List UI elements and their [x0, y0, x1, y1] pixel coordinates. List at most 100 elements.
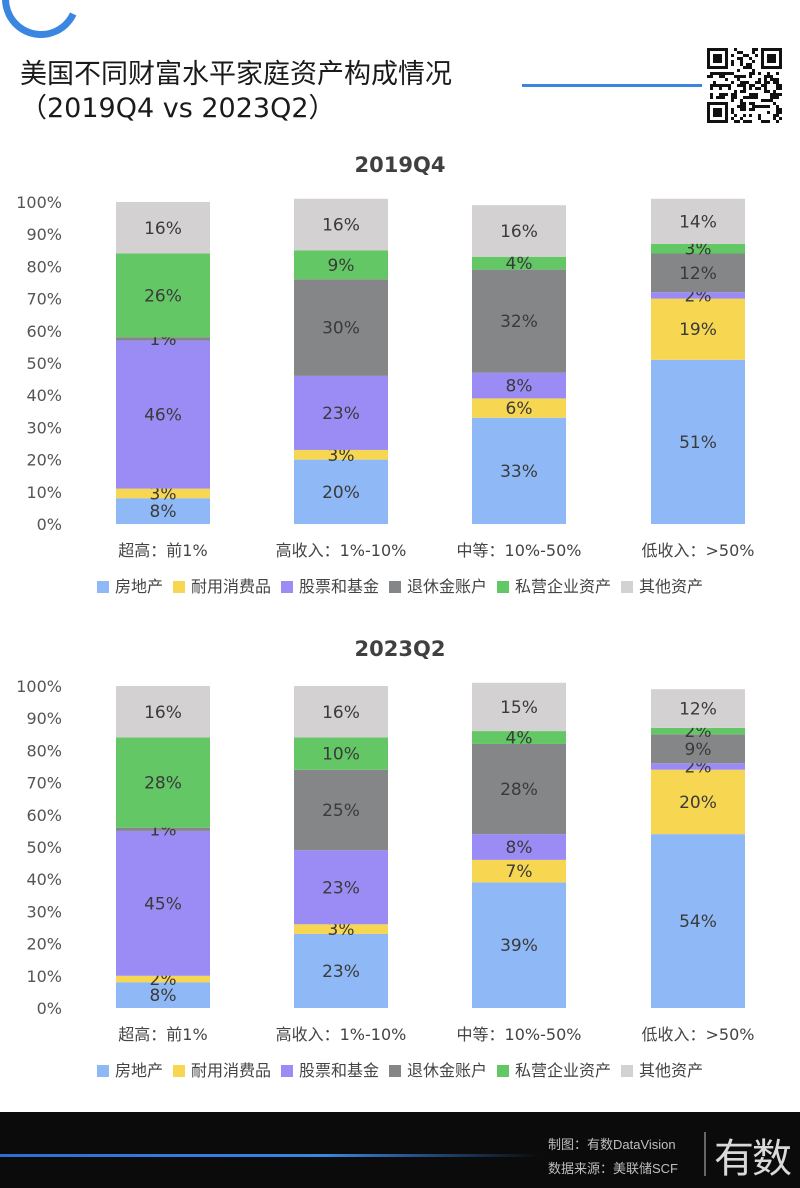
- qr-code[interactable]: [704, 40, 786, 134]
- bar-segment: [472, 731, 566, 744]
- y-tick-label: 10%: [26, 967, 62, 986]
- bar-segment: [294, 924, 388, 934]
- page-title: 美国不同财富水平家庭资产构成情况 （2019Q4 vs 2023Q2）: [20, 58, 452, 126]
- legend-swatch: [172, 581, 185, 593]
- x-category-label: 中等：10%-50%: [457, 541, 582, 560]
- chart-2023q2: 2023Q2 0% 10% 20% 30% 40% 50% 60% 70% 80% 90% 100% 8…: [16, 637, 755, 1080]
- title-line-1: 美国不同财富水平家庭资产构成情况: [20, 59, 452, 90]
- bar-segment: [472, 417, 566, 524]
- legend-label: 房地产: [115, 1061, 163, 1080]
- data-label: 30%: [322, 319, 360, 339]
- bar-segment: [294, 375, 388, 450]
- data-label: 3%: [328, 920, 355, 940]
- bar-segment: [472, 398, 566, 418]
- bar-segment: [294, 850, 388, 925]
- y-tick-label: 0%: [37, 515, 62, 534]
- legend-swatch: [389, 1065, 401, 1077]
- data-label: 32%: [500, 312, 538, 332]
- y-tick-label: 60%: [26, 806, 62, 825]
- data-label: 9%: [328, 256, 355, 276]
- bar-segment: [294, 250, 388, 280]
- title-line-2: （2019Q4 vs 2023Q2）: [20, 93, 336, 124]
- bar-segment: [116, 498, 210, 524]
- bar-segment: [472, 834, 566, 860]
- data-label: 4%: [506, 729, 533, 749]
- data-label: 10%: [322, 745, 360, 765]
- x-category-label: 低收入：>50%: [642, 1025, 755, 1044]
- legend-item: 耐用消费品: [172, 577, 271, 596]
- bar-segment: [116, 827, 210, 831]
- legend-item: 房地产: [96, 1061, 163, 1080]
- bar-segment: [472, 682, 566, 732]
- legend-item: 其他资产: [621, 1061, 703, 1080]
- chart-title: 2023Q2: [355, 637, 446, 661]
- data-label: 23%: [322, 878, 360, 898]
- legend-swatch: [280, 581, 293, 593]
- x-category-label: 超高：前1%: [118, 541, 207, 560]
- data-label: 46%: [144, 406, 182, 426]
- bar-segment: [651, 253, 745, 293]
- x-category-label: 高收入：1%-10%: [276, 1025, 407, 1044]
- data-label: 3%: [150, 484, 177, 504]
- data-label: 7%: [506, 862, 533, 882]
- data-label: 3%: [685, 240, 712, 260]
- legend-swatch: [96, 1065, 109, 1077]
- footer: 制图：有数DataVision 数据来源：美联储SCF 有数: [0, 1112, 800, 1188]
- x-category-label: 中等：10%-50%: [457, 1025, 582, 1044]
- data-label: 16%: [144, 703, 182, 723]
- bar-segment: [294, 933, 388, 1008]
- y-tick-label: 70%: [26, 774, 62, 793]
- data-label: 19%: [679, 320, 717, 340]
- data-label: 25%: [322, 801, 360, 821]
- y-tick-label: 80%: [26, 741, 62, 760]
- x-category-label: 高收入：1%-10%: [276, 541, 407, 560]
- bar-segment: [294, 198, 388, 251]
- bar-segment: [294, 279, 388, 376]
- data-label: 28%: [144, 774, 182, 794]
- bar-segment: [651, 834, 745, 1008]
- x-category-label: 低收入：>50%: [642, 541, 755, 560]
- data-label: 15%: [500, 698, 538, 718]
- y-tick-label: 0%: [37, 999, 62, 1018]
- data-label: 54%: [679, 912, 717, 932]
- data-label: 45%: [144, 894, 182, 914]
- bar-segment: [651, 763, 745, 770]
- data-label: 39%: [500, 936, 538, 956]
- y-tick-label: 50%: [26, 354, 62, 373]
- legend-swatch: [497, 581, 510, 593]
- legend-swatch: [389, 581, 401, 593]
- y-tick-label: 100%: [16, 193, 62, 212]
- brand-logo: 有数: [714, 1136, 792, 1182]
- data-label: 8%: [506, 377, 533, 397]
- data-label: 8%: [150, 502, 177, 522]
- footer-credit: 制图：有数DataVision: [548, 1137, 676, 1152]
- legend-item: 股票和基金: [280, 577, 379, 596]
- legend-label: 私营企业资产: [515, 1061, 611, 1080]
- bar-segment: [116, 340, 210, 489]
- data-label: 14%: [679, 212, 717, 232]
- bar-segment: [116, 830, 210, 976]
- legend-item: 退休金账户: [389, 577, 487, 596]
- bar-segment: [294, 769, 388, 851]
- y-tick-label: 90%: [26, 709, 62, 728]
- legend-swatch: [497, 1065, 510, 1077]
- legend-swatch: [96, 581, 109, 593]
- bar-segment: [116, 686, 210, 738]
- legend-label: 股票和基金: [299, 1061, 379, 1080]
- data-label: 12%: [679, 700, 717, 720]
- y-tick-label: 10%: [26, 483, 62, 502]
- bar-segment: [651, 243, 745, 254]
- y-tick-label: 30%: [26, 902, 62, 921]
- bar-segment: [472, 205, 566, 257]
- bar-segment: [651, 292, 745, 299]
- data-label: 16%: [144, 219, 182, 239]
- data-label: 3%: [328, 446, 355, 466]
- bar-segment: [651, 359, 745, 524]
- legend-swatch: [621, 581, 634, 593]
- bar-segment: [651, 198, 745, 244]
- data-label: 20%: [679, 793, 717, 813]
- data-label: 16%: [322, 216, 360, 236]
- legend-label: 退休金账户: [407, 1061, 487, 1080]
- bar-segment: [472, 743, 566, 835]
- legend-label: 私营企业资产: [515, 577, 611, 596]
